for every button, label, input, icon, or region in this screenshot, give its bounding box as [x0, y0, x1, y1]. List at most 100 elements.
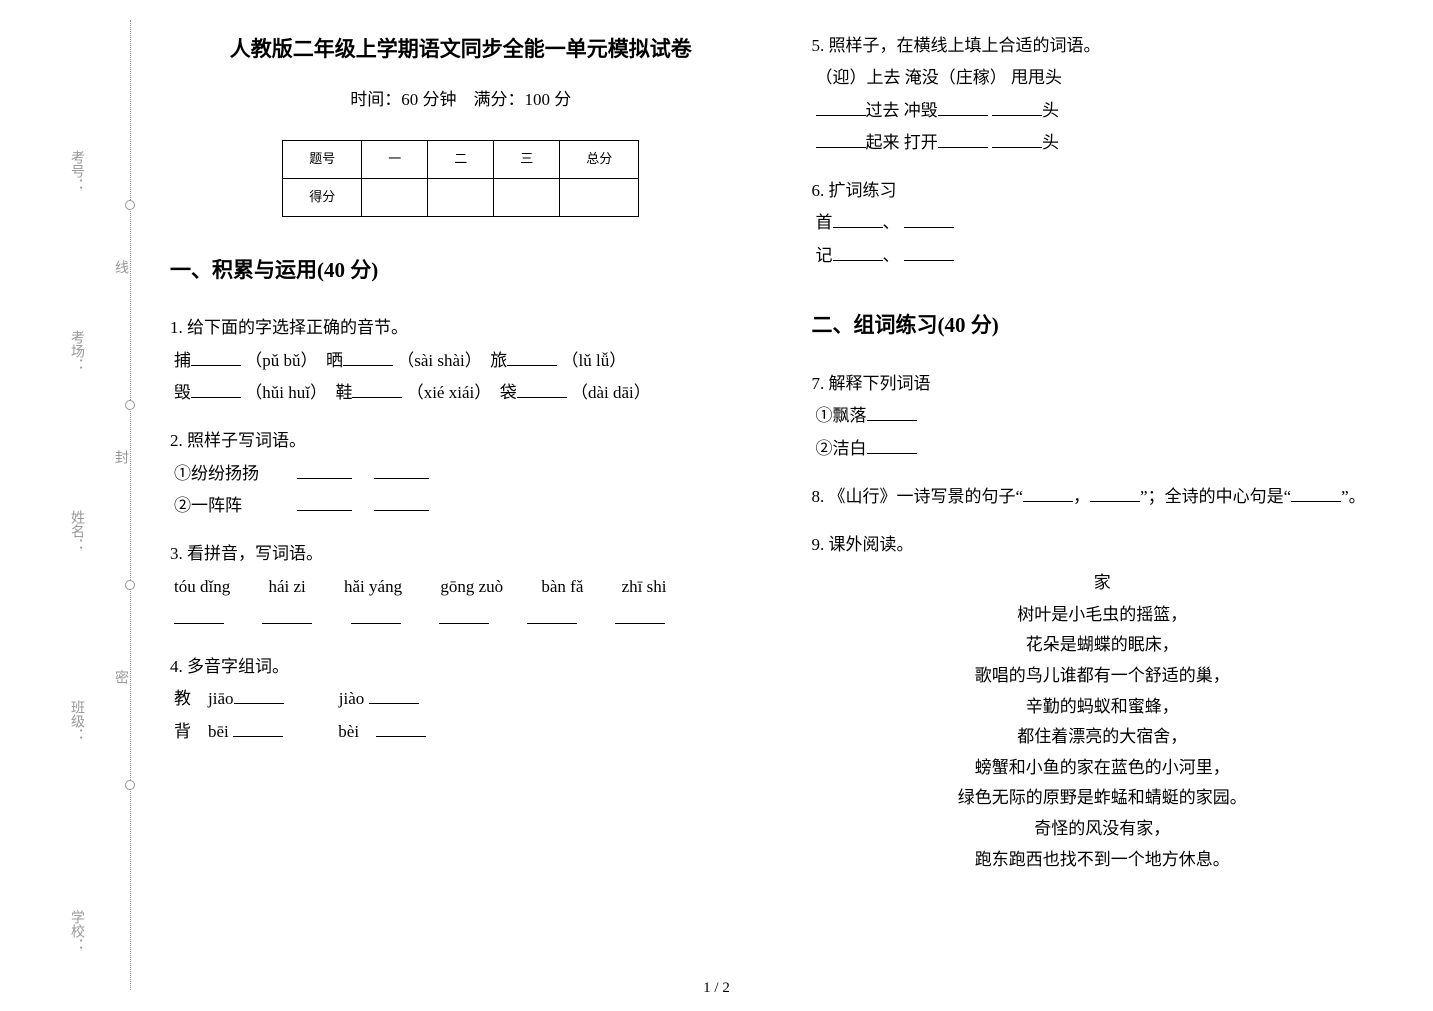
score-cell [560, 178, 639, 216]
question-9: 9. 课外阅读。 家 树叶是小毛虫的摇篮， 花朵是蝴蝶的眠床， 歌唱的鸟儿谁都有… [812, 529, 1394, 875]
binding-seat-label: 考号： [66, 150, 86, 192]
score-cell [494, 178, 560, 216]
q4-line2: 背 bēi bèi [174, 716, 752, 748]
fill-blank[interactable] [297, 462, 352, 479]
fill-blank[interactable] [191, 349, 241, 366]
q2-l2: ②一阵阵 [174, 496, 242, 515]
seal-xian: 线 [110, 260, 130, 274]
q4-l1b: jiào [339, 689, 365, 708]
fill-blank[interactable] [992, 99, 1042, 116]
q2-stem: 2. 照样子写词语。 [170, 425, 752, 457]
q9-p2: 花朵是蝴蝶的眠床， [812, 630, 1394, 661]
q3-blank-row [174, 603, 752, 635]
q5-l3a: 起来 打开 [866, 133, 938, 152]
fill-blank[interactable] [816, 131, 866, 148]
q6-line2: 记、 [816, 240, 1394, 272]
q4-l2b: bèi [338, 722, 359, 741]
q5-line3: 起来 打开 头 [816, 127, 1394, 159]
q6-l2: 记 [816, 246, 833, 265]
fill-blank[interactable] [234, 687, 284, 704]
fill-blank[interactable] [938, 131, 988, 148]
question-7: 7. 解释下列词语 ①飘落 ②洁白 [812, 368, 1394, 465]
fill-blank[interactable] [374, 462, 429, 479]
fill-blank[interactable] [615, 607, 665, 624]
fill-blank[interactable] [816, 99, 866, 116]
score-th-defen: 得分 [283, 178, 362, 216]
fill-blank[interactable] [376, 720, 426, 737]
q4-stem: 4. 多音字组词。 [170, 651, 752, 683]
question-4: 4. 多音字组词。 教 jiāo jiào 背 bēi bèi [170, 651, 752, 748]
fill-blank[interactable] [517, 381, 567, 398]
q7-l2: ②洁白 [816, 439, 867, 458]
q9-p1: 树叶是小毛虫的摇篮， [812, 600, 1394, 631]
score-cell [428, 178, 494, 216]
q3-pinyin-row: tóu dǐng hái zi hǎi yáng gōng zuò bàn fǎ… [174, 571, 752, 603]
q1-l1b: （pǔ bǔ） 晒 [245, 351, 343, 370]
binding-school-label: 学校： [66, 910, 86, 952]
fill-blank[interactable] [343, 349, 393, 366]
binding-circle [125, 400, 135, 410]
seal-mi: 密 [110, 670, 130, 684]
binding-circle [125, 580, 135, 590]
fill-blank[interactable] [527, 607, 577, 624]
binding-class-label: 班级： [66, 700, 86, 742]
left-column: 人教版二年级上学期语文同步全能一单元模拟试卷 时间：60 分钟 满分：100 分… [170, 30, 752, 981]
question-6: 6. 扩词练习 首、 记、 [812, 175, 1394, 272]
q9-p7: 绿色无际的原野是蚱蜢和蜻蜓的家园。 [812, 783, 1394, 814]
fill-blank[interactable] [833, 244, 883, 261]
binding-dotted-line [130, 20, 131, 990]
fill-blank[interactable] [938, 99, 988, 116]
fill-blank[interactable] [904, 211, 954, 228]
score-th-2: 二 [428, 141, 494, 179]
q3-p2: hái zi [268, 577, 305, 596]
fill-blank[interactable] [262, 607, 312, 624]
q2-l1: ①纷纷扬扬 [174, 464, 259, 483]
fill-blank[interactable] [507, 349, 557, 366]
fill-blank[interactable] [1023, 485, 1073, 502]
fill-blank[interactable] [1291, 485, 1341, 502]
q3-p3: hǎi yáng [344, 577, 402, 596]
fill-blank[interactable] [833, 211, 883, 228]
q9-p6: 螃蟹和小鱼的家在蓝色的小河里， [812, 753, 1394, 784]
fill-blank[interactable] [1090, 485, 1140, 502]
q3-p5: bàn fǎ [541, 577, 583, 596]
fill-blank[interactable] [351, 607, 401, 624]
q3-stem: 3. 看拼音，写词语。 [170, 538, 752, 570]
fill-blank[interactable] [174, 607, 224, 624]
q4-l2a: 背 bēi [174, 722, 229, 741]
fill-blank[interactable] [904, 244, 954, 261]
q7-l1: ①飘落 [816, 406, 867, 425]
q5-l3b: 头 [1042, 133, 1059, 152]
q7-line2: ②洁白 [816, 433, 1394, 465]
q5-l2b: 头 [1042, 101, 1059, 120]
section-2-heading: 二、组词练习(40 分) [812, 306, 1394, 346]
fill-blank[interactable] [297, 494, 352, 511]
fill-blank[interactable] [352, 381, 402, 398]
q3-p1: tóu dǐng [174, 577, 230, 596]
fill-blank[interactable] [867, 404, 917, 421]
fill-blank[interactable] [439, 607, 489, 624]
fill-blank[interactable] [369, 687, 419, 704]
paper-meta: 时间：60 分钟 满分：100 分 [170, 84, 752, 116]
binding-room-label: 考场： [66, 330, 86, 372]
fill-blank[interactable] [992, 131, 1042, 148]
section-1-heading: 一、积累与运用(40 分) [170, 251, 752, 291]
paper-title: 人教版二年级上学期语文同步全能一单元模拟试卷 [170, 30, 752, 70]
question-8: 8. 《山行》一诗写景的句子“，”；全诗的中心句是“”。 [812, 481, 1394, 513]
question-5: 5. 照样子，在横线上填上合适的词语。 （迎）上去 淹没（庄稼） 甩甩头 过去 … [812, 30, 1394, 159]
q9-stem: 9. 课外阅读。 [812, 529, 1394, 561]
q5-line2: 过去 冲毁 头 [816, 95, 1394, 127]
table-row: 得分 [283, 178, 639, 216]
q1-line1: 捕 （pǔ bǔ） 晒 （sài shài） 旅 （lǔ lǚ） [174, 345, 752, 377]
q1-l2a: 毁 [174, 383, 191, 402]
q9-p8: 奇怪的风没有家， [812, 814, 1394, 845]
fill-blank[interactable] [867, 437, 917, 454]
fill-blank[interactable] [233, 720, 283, 737]
fill-blank[interactable] [374, 494, 429, 511]
q9-p9: 跑东跑西也找不到一个地方休息。 [812, 845, 1394, 876]
q8-b: ， [1073, 487, 1090, 506]
score-th-1: 一 [362, 141, 428, 179]
q6-sep1: 、 [883, 213, 900, 232]
fill-blank[interactable] [191, 381, 241, 398]
binding-circle [125, 200, 135, 210]
